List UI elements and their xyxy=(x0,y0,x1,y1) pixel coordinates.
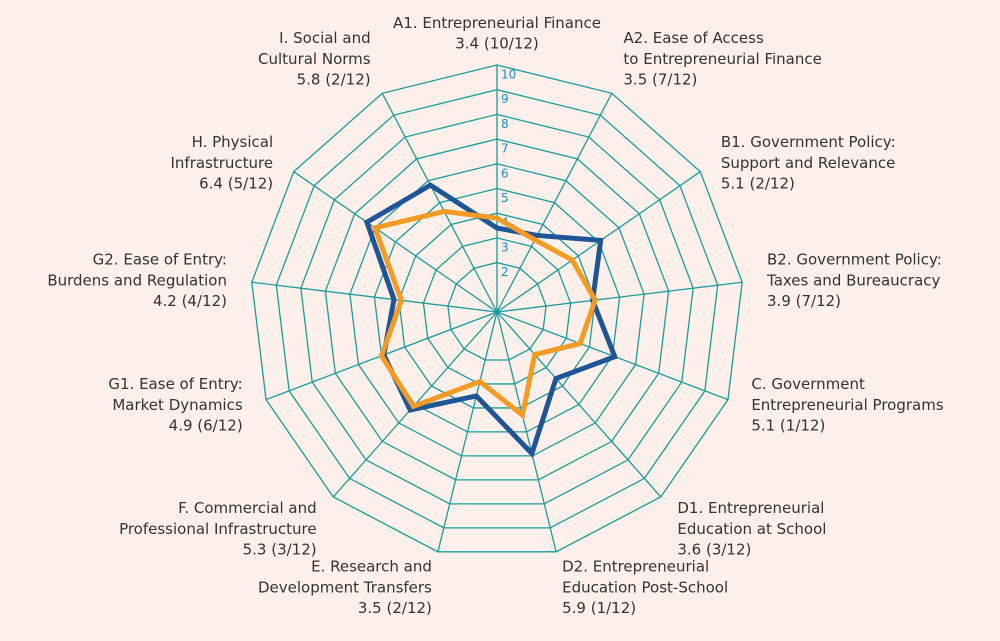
category-label-line: Market Dynamics xyxy=(112,395,242,413)
category-label-line: D2. Entrepreneurial xyxy=(562,557,709,575)
category-label-line: Education at School xyxy=(677,520,826,538)
grid-ring xyxy=(324,138,670,481)
r-tick-label: 7 xyxy=(501,142,509,156)
grid-ring xyxy=(373,187,621,433)
category-label: E. Research and Development Transfers xyxy=(258,557,432,596)
value-label: 4.2 (4/12) xyxy=(153,292,227,310)
category-label: B1. Government Policy: Support and Releva… xyxy=(721,133,896,172)
category-label-line: Professional Infrastructure xyxy=(119,520,317,538)
series-line xyxy=(363,182,619,459)
category-label: B2. Government Policy: Taxes and Bureaucr… xyxy=(766,250,942,289)
value-label: 3.4 (10/12) xyxy=(455,35,539,53)
value-label: 5.9 (1/12) xyxy=(562,599,636,617)
r-tick-label: 6 xyxy=(501,166,509,180)
grid-ring xyxy=(422,237,572,385)
r-tick-label: 3 xyxy=(501,240,509,254)
grid-ring xyxy=(251,64,743,553)
grid-ring xyxy=(447,261,547,361)
category-label: C. Government Entrepreneurial Programs xyxy=(751,374,944,413)
value-label: 5.3 (3/12) xyxy=(243,541,317,559)
category-label: G2. Ease of Entry: Burdens and Regulation xyxy=(47,250,227,289)
category-label-line: A2. Ease of Access xyxy=(623,29,764,47)
r-tick-label: 10 xyxy=(501,68,516,82)
category-label-line: Burdens and Regulation xyxy=(47,271,227,289)
series-line xyxy=(371,208,598,420)
category-label: A2. Ease of Access to Entrepreneurial Fin… xyxy=(623,29,821,68)
axis-spoke xyxy=(496,311,557,552)
value-label: 5.1 (2/12) xyxy=(721,175,795,193)
value-label: 5.1 (1/12) xyxy=(751,416,825,434)
grid-ring xyxy=(275,89,719,529)
value-label: 3.6 (3/12) xyxy=(677,541,751,559)
category-label-line: I. Social and xyxy=(279,29,370,47)
r-tick-label: 5 xyxy=(501,191,509,205)
category-label-line: Entrepreneurial Programs xyxy=(751,395,944,413)
category-label-line: Development Transfers xyxy=(258,578,432,596)
axis-spoke xyxy=(381,92,498,313)
category-label-line: C. Government xyxy=(751,374,865,392)
category-label-line: E. Research and xyxy=(311,557,432,575)
r-tick-label: 8 xyxy=(501,117,509,131)
category-label: H. Physical Infrastructure xyxy=(170,133,273,172)
category-label-line: F. Commercial and xyxy=(178,499,316,517)
r-tick-label: 9 xyxy=(501,92,509,106)
category-label-line: Education Post-School xyxy=(562,578,728,596)
value-label: 3.5 (2/12) xyxy=(358,599,432,617)
category-label-line: B1. Government Policy: xyxy=(721,133,896,151)
category-label: D2. Entrepreneurial Education Post-School xyxy=(562,557,728,596)
axis-spoke xyxy=(293,171,498,313)
value-label: 6.4 (5/12) xyxy=(199,175,273,193)
axis-spoke xyxy=(437,311,498,552)
category-label: I. Social and Cultural Norms xyxy=(258,29,371,68)
category-label: G1. Ease of Entry: Market Dynamics xyxy=(108,374,242,413)
category-label: A1. Entrepreneurial Finance xyxy=(393,14,601,32)
category-label-line: H. Physical xyxy=(192,133,274,151)
grid-ring xyxy=(398,212,596,409)
category-label: F. Commercial and Professional Infrastruc… xyxy=(119,499,317,538)
category-label-line: to Entrepreneurial Finance xyxy=(623,50,821,68)
axis-spoke xyxy=(496,281,743,313)
category-label-line: D1. Entrepreneurial xyxy=(677,499,824,517)
category-label-line: G1. Ease of Entry: xyxy=(108,374,242,392)
axis-spoke xyxy=(251,281,498,313)
axis-spoke xyxy=(496,92,613,313)
category-label-line: G2. Ease of Entry: xyxy=(93,250,227,268)
value-label: 4.9 (6/12) xyxy=(169,416,243,434)
r-tick-label: 2 xyxy=(501,265,509,279)
category-label-line: Taxes and Bureaucracy xyxy=(766,271,941,289)
axis-spoke xyxy=(496,311,662,498)
value-label: 5.8 (2/12) xyxy=(297,71,371,89)
category-label-line: B2. Government Policy: xyxy=(767,250,942,268)
category-label-line: A1. Entrepreneurial Finance xyxy=(393,14,601,32)
grid-ring xyxy=(300,113,694,505)
category-label-line: Cultural Norms xyxy=(258,50,371,68)
value-label: 3.9 (7/12) xyxy=(767,292,841,310)
category-label-line: Support and Relevance xyxy=(721,154,895,172)
value-label: 3.5 (7/12) xyxy=(623,71,697,89)
category-label: D1. Entrepreneurial Education at School xyxy=(677,499,826,538)
category-label-line: Infrastructure xyxy=(170,154,273,172)
